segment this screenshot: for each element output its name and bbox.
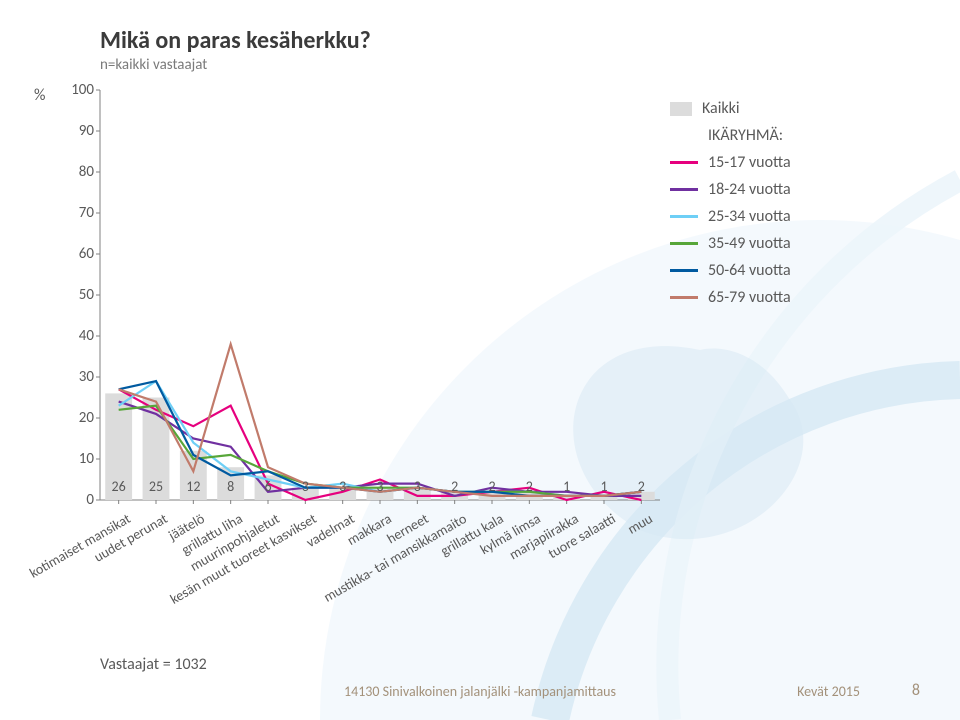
legend-item: 15-17 vuotta (670, 149, 791, 176)
legend-label: 50-64 vuotta (708, 261, 791, 280)
bar-value-label: 3 (362, 478, 398, 495)
page-number: 8 (912, 681, 920, 700)
y-tick-label: 60 (60, 245, 94, 263)
y-tick-label: 30 (60, 368, 94, 386)
slide: Mikä on paras kesäherkku? n=kaikki vasta… (0, 0, 960, 720)
chart-title: Mikä on paras kesäherkku? (100, 26, 371, 55)
bar-value-label: 2 (511, 478, 547, 495)
legend-swatch (670, 215, 698, 218)
legend-label: 35-49 vuotta (708, 234, 791, 253)
legend-item: 25-34 vuotta (670, 203, 791, 230)
y-tick-label: 80 (60, 163, 94, 181)
legend-item: Kaikki (670, 95, 791, 122)
y-tick-label: 0 (60, 491, 94, 509)
bar-value-label: 3 (287, 478, 323, 495)
legend-swatch (670, 242, 698, 245)
y-tick-label: 40 (60, 327, 94, 345)
bar-value-label: 3 (399, 478, 435, 495)
y-tick-label: 90 (60, 122, 94, 140)
legend-label: 15-17 vuotta (708, 153, 791, 172)
y-tick-label: 50 (60, 286, 94, 304)
footer-date: Kevät 2015 (797, 683, 860, 700)
legend-swatch (670, 161, 698, 164)
bar-value-label: 1 (586, 478, 622, 495)
legend-item: 50-64 vuotta (670, 257, 791, 284)
y-tick-label: 100 (60, 81, 94, 99)
legend-label: 18-24 vuotta (708, 180, 791, 199)
legend-swatch (670, 102, 692, 116)
y-tick-label: 10 (60, 450, 94, 468)
chart-subtitle: n=kaikki vastaajat (100, 56, 207, 74)
legend-item: 18-24 vuotta (670, 176, 791, 203)
bar-value-label: 25 (138, 478, 174, 495)
respondent-count: Vastaajat = 1032 (100, 655, 207, 674)
bar-value-label: 2 (437, 478, 473, 495)
legend-swatch (670, 269, 698, 272)
bar-value-label: 8 (213, 478, 249, 495)
legend-label: 65-79 vuotta (708, 288, 791, 307)
chart-area: 0102030405060708090100 26251286333322211… (60, 84, 930, 604)
bar-value-label: 6 (250, 478, 286, 495)
y-tick-label: 20 (60, 409, 94, 427)
y-axis-unit: % (34, 86, 45, 105)
legend-label: 25-34 vuotta (708, 207, 791, 226)
bar-value-label: 2 (474, 478, 510, 495)
legend-label: Kaikki (702, 99, 740, 118)
legend-item: 35-49 vuotta (670, 230, 791, 257)
y-tick-label: 70 (60, 204, 94, 222)
bar-value-label: 3 (325, 478, 361, 495)
bar-value-label: 12 (175, 478, 211, 495)
plot-area (100, 90, 660, 500)
legend: Kaikki IKÄRYHMÄ: 15-17 vuotta 18-24 vuotta 2… (670, 95, 791, 311)
legend-swatch (670, 188, 698, 191)
bar-value-label: 26 (101, 478, 137, 495)
legend-swatch (670, 296, 698, 299)
bar-value-label: 2 (623, 478, 659, 495)
legend-header: IKÄRYHMÄ: (708, 126, 783, 145)
legend-item: IKÄRYHMÄ: (670, 122, 791, 149)
bar-value-label: 1 (549, 478, 585, 495)
legend-item: 65-79 vuotta (670, 284, 791, 311)
